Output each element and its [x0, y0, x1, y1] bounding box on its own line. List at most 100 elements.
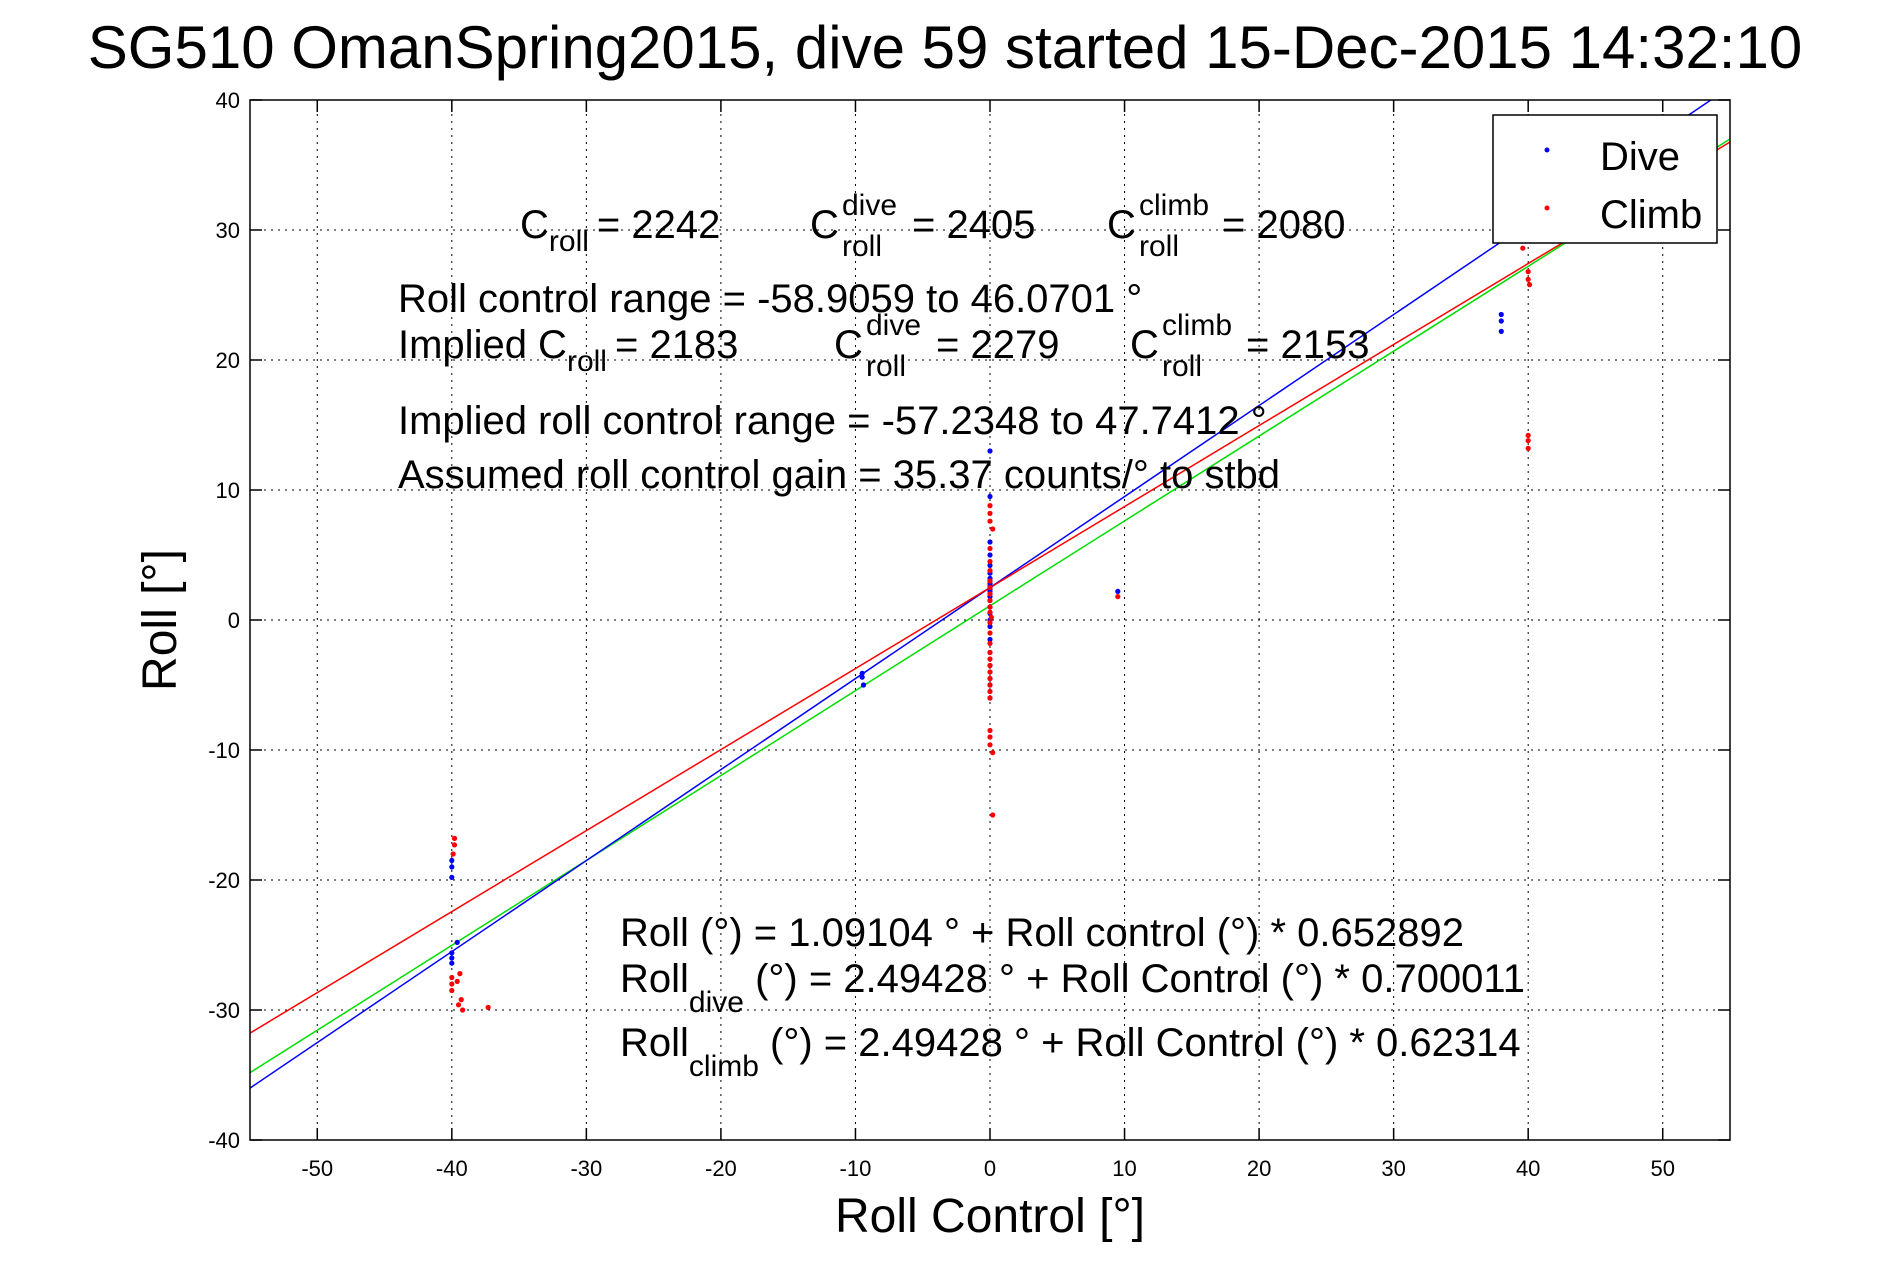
annotation-implied-line: Implied Croll = 2183 C dive roll = 2279 C…: [398, 309, 1369, 383]
climb-point: [987, 649, 993, 656]
legend-climb-marker: [1544, 205, 1550, 211]
y-tick-label: -40: [208, 1128, 240, 1153]
climb-point: [987, 656, 993, 662]
climb-point: [455, 1002, 462, 1008]
climb-point: [458, 997, 464, 1003]
x-tick-label: -50: [301, 1156, 333, 1181]
dive-point: [859, 670, 865, 676]
climb-point: [990, 750, 996, 756]
c-roll-dive-value: = 2405: [912, 203, 1035, 247]
dive-point: [1498, 311, 1504, 318]
climb-point: [457, 971, 463, 977]
implied-c-roll-text: Implied Croll = 2183: [398, 323, 738, 378]
x-tick-label: -30: [570, 1156, 602, 1181]
climb-point: [987, 734, 993, 740]
x-tick-label: 30: [1381, 1156, 1405, 1181]
climb-point: [987, 510, 993, 516]
climb-point: [988, 614, 994, 621]
climb-point: [990, 526, 996, 532]
dive-point: [1498, 328, 1504, 334]
climb-point: [1525, 445, 1531, 451]
annotation-c-roll-line: Croll = 2242 C dive roll = 2405 C climb r…: [520, 189, 1345, 263]
y-tick-label: 30: [216, 218, 240, 243]
climb-point: [987, 688, 993, 695]
climb-point: [1520, 245, 1526, 251]
dive-point: [1498, 318, 1504, 324]
x-tick-label: -10: [840, 1156, 872, 1181]
climb-point: [987, 604, 993, 610]
dive-point: [859, 674, 865, 680]
climb-point: [987, 518, 993, 524]
x-tick-label: -20: [705, 1156, 737, 1181]
c-roll-climb-value: = 2080: [1222, 203, 1345, 247]
c-roll-dive-text: C: [810, 203, 839, 247]
dive-point: [449, 950, 455, 956]
climb-point: [987, 695, 993, 701]
y-tick-label: -20: [208, 868, 240, 893]
x-tick-label: 50: [1650, 1156, 1674, 1181]
dive-point: [987, 448, 993, 454]
climb-point: [987, 620, 993, 626]
dive-point: [987, 623, 993, 630]
x-tick-label: 0: [984, 1156, 996, 1181]
implied-c-roll-dive-text: C: [834, 323, 863, 367]
c-roll-dive-sub: roll: [842, 230, 882, 263]
climb-point: [987, 742, 993, 748]
climb-point: [1525, 432, 1531, 438]
x-tick-label: 10: [1112, 1156, 1136, 1181]
implied-c-roll-climb-value: = 2153: [1246, 323, 1369, 367]
dive-point: [449, 960, 455, 966]
roll-control-range-text: Roll control range = -58.9059 to 46.0701…: [398, 277, 1142, 321]
y-tick-label: 40: [216, 88, 240, 113]
implied-c-roll-dive-sup: dive: [866, 309, 921, 342]
climb-point: [449, 981, 455, 987]
equation-dive: Rolldive (°) = 2.49428 ° + Roll Control …: [620, 957, 1525, 1019]
dive-point: [860, 682, 867, 688]
climb-point: [449, 987, 455, 994]
climb-point: [451, 842, 458, 848]
legend-dive-label: Dive: [1600, 135, 1680, 179]
dive-point: [449, 955, 455, 961]
climb-point: [451, 835, 458, 842]
implied-c-roll-climb-text: C: [1130, 323, 1159, 367]
climb-point: [987, 727, 993, 734]
climb-point: [987, 545, 993, 552]
gain-text: Assumed roll control gain = 35.37 counts…: [398, 453, 1280, 497]
dive-point: [987, 493, 993, 500]
climb-point: [1525, 276, 1531, 282]
climb-point: [987, 640, 993, 647]
implied-c-roll-dive-value: = 2279: [936, 323, 1059, 367]
dive-point: [454, 939, 460, 946]
climb-point: [990, 812, 996, 818]
climb-point: [1526, 282, 1533, 288]
dive-point: [449, 874, 455, 881]
legend-dive-marker: [1544, 147, 1550, 153]
dive-point: [987, 636, 993, 643]
x-axis-label: Roll Control [°]: [835, 1190, 1145, 1243]
dive-point: [987, 539, 993, 545]
climb-point: [987, 503, 993, 509]
implied-range-text: Implied roll control range = -57.2348 to…: [398, 399, 1267, 443]
legend-box: [1492, 114, 1718, 244]
x-tick-label: 40: [1516, 1156, 1540, 1181]
climb-point: [987, 662, 993, 669]
climb-point: [1115, 594, 1121, 600]
chart-title: SG510 OmanSpring2015, dive 59 started 15…: [88, 14, 1802, 81]
climb-point: [987, 568, 993, 574]
dive-point: [449, 857, 455, 864]
climb-point: [485, 1004, 491, 1011]
y-tick-label: -30: [208, 998, 240, 1023]
climb-point: [1525, 269, 1531, 275]
climb-point: [454, 978, 460, 985]
climb-point: [987, 591, 993, 597]
climb-point: [987, 609, 993, 615]
x-tick-label: 20: [1247, 1156, 1271, 1181]
axis-ticks: -50 -40 -30 -20 -10 0 10 20 30 40 50 40 30 20 10 0 -10 -2…: [208, 88, 1730, 1181]
c-roll-climb-text: C: [1107, 203, 1136, 247]
climb-point: [450, 851, 456, 857]
climb-point: [449, 974, 455, 981]
climb-point: [987, 630, 993, 636]
climb-point: [987, 682, 993, 688]
